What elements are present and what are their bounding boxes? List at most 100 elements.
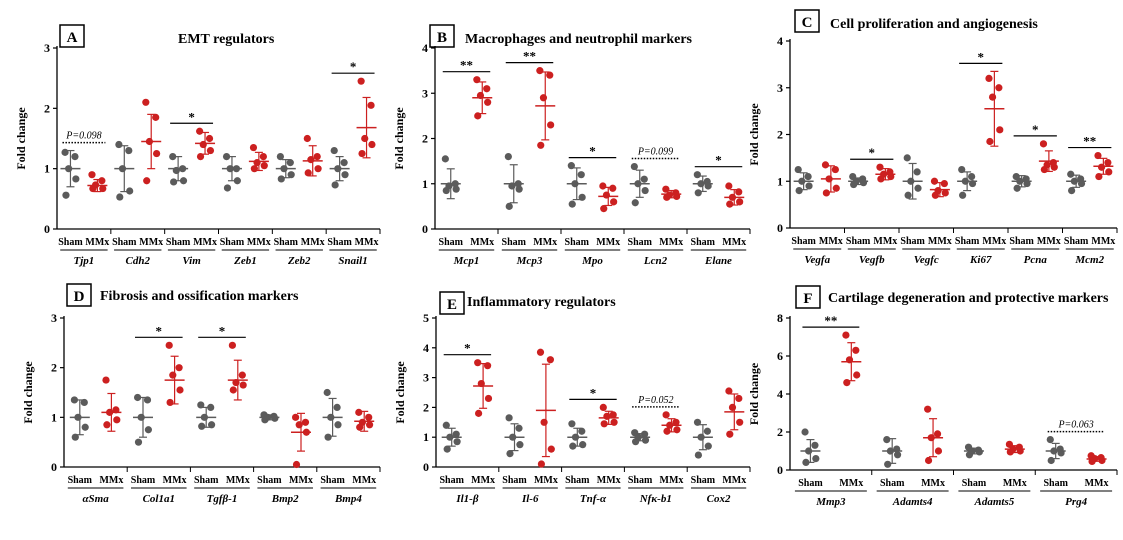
x-group-label: MMx — [193, 237, 217, 248]
data-point-sham — [334, 421, 342, 429]
x-group-label: Sham — [900, 236, 925, 247]
data-point-sham — [569, 442, 577, 450]
gene-label: Nfκ-b1 — [639, 493, 672, 505]
data-point-mmx — [988, 93, 997, 101]
x-group-label: Sham — [846, 236, 871, 247]
gene-label: Tjp1 — [74, 255, 95, 267]
data-point-mmx — [1098, 456, 1106, 465]
data-point-mmx — [728, 403, 737, 411]
data-point-mmx — [98, 177, 106, 185]
x-group-label: MMx — [873, 236, 897, 247]
data-point-mmx — [355, 408, 363, 416]
data-point-mmx — [672, 418, 680, 426]
data-point-sham — [568, 420, 576, 428]
data-point-sham — [70, 396, 78, 404]
data-point-sham — [632, 438, 640, 446]
gene-label: Elane — [704, 255, 732, 267]
data-point-mmx — [307, 156, 315, 164]
data-point-mmx — [250, 165, 258, 173]
data-point-sham — [515, 185, 523, 193]
data-point-sham — [883, 436, 891, 444]
gene-group-Vim: Sham MMx Vim * — [166, 109, 219, 267]
data-point-sham — [81, 423, 89, 431]
data-point-sham — [330, 146, 338, 155]
panel-letter-box — [795, 285, 821, 309]
x-group-label: Sham — [220, 237, 245, 248]
gene-label: Bmp4 — [334, 493, 362, 505]
panel-title: Cell proliferation and angiogenesis — [830, 17, 1038, 32]
significance-label: ** — [460, 58, 473, 73]
y-tick-label: 1 — [777, 174, 783, 188]
gene-group-Elane: Sham MMx Elane * — [691, 153, 751, 267]
significance-label: P=0.052 — [637, 395, 673, 406]
data-point-mmx — [736, 198, 744, 206]
data-point-mmx — [931, 191, 939, 199]
y-tick-label: 2 — [423, 400, 429, 414]
x-group-label: MMx — [839, 478, 863, 489]
gene-label: Lcn2 — [643, 255, 668, 267]
panel-E: E Inflammatory regulators 0 1 2 3 4 5 Fold chang… — [393, 291, 751, 505]
data-point-sham — [884, 460, 892, 468]
data-point-mmx — [260, 162, 268, 170]
data-point-mmx — [853, 371, 861, 379]
data-point-mmx — [537, 460, 546, 468]
data-point-sham — [125, 146, 133, 155]
gene-label: Ki67 — [969, 254, 992, 266]
data-point-mmx — [357, 77, 365, 85]
y-tick-label: 4 — [422, 41, 428, 55]
significance-label: * — [219, 323, 226, 338]
x-group-label: Sham — [1009, 236, 1034, 247]
data-point-sham — [694, 189, 702, 197]
data-point-mmx — [930, 177, 939, 185]
data-point-sham — [207, 403, 215, 411]
y-axis-label: Fold change — [21, 361, 35, 424]
data-point-mmx — [196, 153, 205, 161]
x-group-label: Sham — [502, 475, 527, 486]
y-tick-label: 3 — [422, 86, 428, 100]
y-tick-label: 0 — [777, 463, 783, 477]
data-point-mmx — [602, 191, 611, 199]
y-tick-label: 0 — [422, 222, 428, 236]
data-point-mmx — [539, 94, 548, 102]
gene-group-Prg4: Sham MMx Prg4 P=0.063 — [1040, 420, 1118, 508]
gene-label: Mcm2 — [1074, 254, 1104, 266]
data-point-mmx — [832, 184, 840, 192]
gene-group-Tgfβ-1: Sham MMx Tgfβ-1 * — [194, 323, 255, 505]
data-point-mmx — [89, 184, 97, 193]
x-group-label: Sham — [439, 475, 464, 486]
panel-letter: C — [802, 15, 813, 31]
data-point-mmx — [483, 85, 491, 93]
data-point-sham — [579, 441, 587, 449]
x-group-label: MMx — [85, 237, 109, 248]
data-point-sham — [324, 433, 332, 441]
data-point-mmx — [292, 460, 301, 469]
data-point-sham — [170, 178, 178, 186]
y-tick-label: 6 — [777, 349, 783, 363]
data-point-mmx — [540, 418, 548, 426]
data-point-mmx — [313, 153, 321, 161]
data-point-mmx — [484, 98, 492, 106]
y-tick-label: 4 — [423, 341, 429, 355]
data-point-mmx — [102, 376, 110, 384]
data-point-sham — [1047, 456, 1055, 465]
data-point-sham — [116, 193, 124, 201]
data-point-sham — [62, 191, 70, 199]
data-point-mmx — [206, 146, 215, 155]
data-point-sham — [72, 175, 80, 183]
gene-group-Bmp4: Sham MMx Bmp4 — [320, 388, 381, 505]
gene-group-Bmp2: Sham MMx Bmp2 — [257, 411, 318, 505]
data-point-sham — [80, 398, 88, 407]
data-point-mmx — [1040, 165, 1048, 174]
significance-label: * — [978, 49, 985, 64]
x-group-label: MMx — [352, 475, 376, 486]
data-point-sham — [197, 401, 205, 409]
gene-label: Col1a1 — [143, 493, 175, 505]
significance-label: * — [156, 323, 163, 338]
data-point-sham — [222, 153, 231, 161]
panel-C: C Cell proliferation and angiogenesis 0 1 2 3… — [747, 9, 1118, 266]
data-point-mmx — [165, 341, 173, 349]
x-group-label: MMx — [470, 237, 494, 248]
data-point-mmx — [259, 153, 267, 161]
x-group-label: Sham — [68, 475, 93, 486]
data-point-sham — [223, 184, 232, 192]
